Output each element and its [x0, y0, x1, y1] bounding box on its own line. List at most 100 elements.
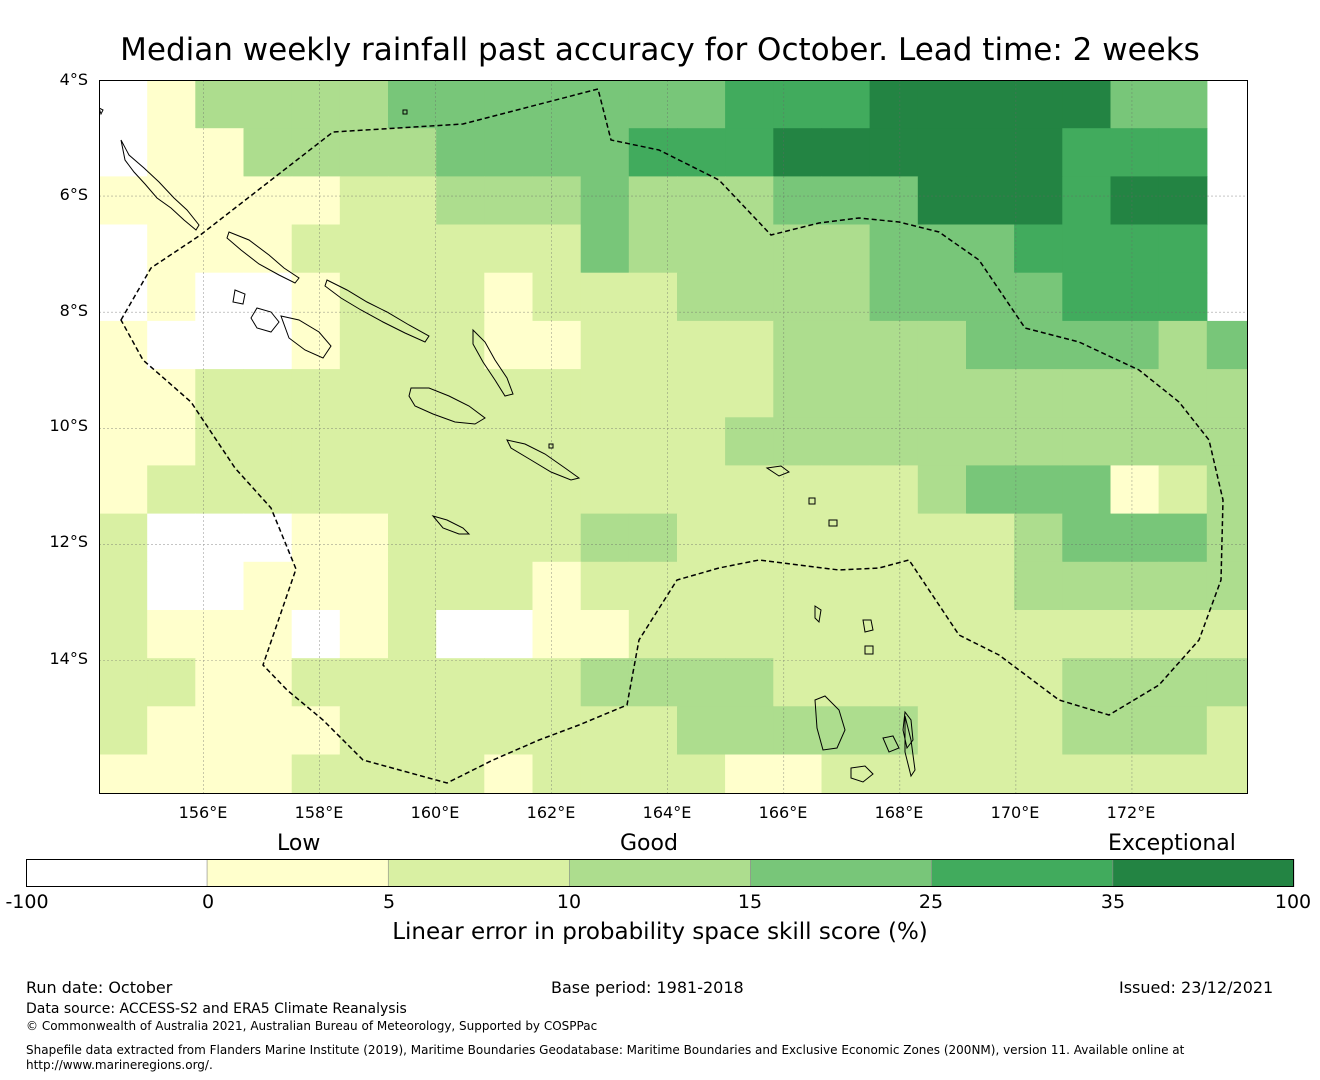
grid-cell: [917, 658, 967, 707]
coastline-maewo: [902, 710, 914, 750]
grid-cell: [966, 176, 1015, 226]
grid-cell: [628, 706, 678, 756]
grid-cell: [869, 561, 919, 611]
grid-cell: [99, 706, 148, 756]
grid-cell: [1014, 561, 1063, 611]
grid-cell: [388, 176, 437, 226]
grid-cell: [195, 610, 245, 659]
grid-cell: [725, 272, 774, 322]
grid-cell: [243, 417, 293, 467]
grid-cell: [1062, 610, 1112, 659]
grid-cell: [195, 80, 245, 129]
lon-label-164e: 164°E: [642, 803, 692, 822]
grid-cell: [339, 80, 389, 129]
grid-cell: [291, 513, 341, 563]
lat-label-8s: 8°S: [59, 301, 88, 320]
base-period: Base period: 1981-2018: [551, 978, 744, 997]
grid-cell: [436, 224, 485, 274]
coastline-guadalcanal: [408, 387, 486, 425]
grid-cell: [484, 658, 534, 707]
grid-cell: [484, 224, 534, 274]
grid-cell: [388, 706, 437, 756]
grid-cell: [147, 754, 196, 794]
grid-cell: [677, 128, 726, 177]
grid-cell: [99, 513, 148, 563]
grid-cell: [725, 754, 774, 794]
grid-cell: [388, 561, 437, 611]
grid-cell: [532, 128, 582, 177]
grid-cell: [1158, 128, 1208, 177]
grid-cell: [532, 272, 582, 322]
coastline-small-1: [402, 109, 408, 115]
grid-cell: [339, 128, 389, 177]
coastline-banks: [862, 619, 874, 633]
grid-cell: [243, 128, 293, 177]
grid-cell: [677, 658, 726, 707]
grid-cell: [966, 417, 1015, 467]
grid-cell: [291, 224, 341, 274]
grid-cell: [773, 224, 823, 274]
run-date: Run date: October: [26, 978, 173, 997]
grid-cell: [1158, 513, 1208, 563]
grid-cell: [532, 610, 582, 659]
grid-cell: [291, 320, 341, 370]
colorbar-bin: [750, 859, 932, 887]
grid-cell: [773, 176, 823, 226]
grid-cell: [869, 224, 919, 274]
grid-cell: [966, 754, 1015, 794]
grid-cell: [1110, 465, 1160, 515]
grid-cell: [147, 465, 196, 515]
grid-cell: [291, 176, 341, 226]
grid-cell: [869, 465, 919, 515]
grid-cell: [725, 128, 774, 177]
lon-label-168e: 168°E: [874, 803, 924, 822]
grid-cell: [484, 128, 534, 177]
lon-label-166e: 166°E: [758, 803, 808, 822]
grid-cell: [1206, 513, 1248, 563]
category-low: Low: [277, 831, 321, 856]
grid-cell: [677, 272, 726, 322]
grid-cell: [917, 706, 967, 756]
grid-cell: [532, 176, 582, 226]
grid-cell: [677, 706, 726, 756]
grid-cell: [1158, 754, 1208, 794]
grid-cell: [677, 465, 726, 515]
shapefile-credit-line2: http://www.marineregions.org/.: [26, 1058, 213, 1072]
grid-cell: [532, 369, 582, 418]
category-exceptional: Exceptional: [1108, 831, 1236, 856]
coastline-vanikoro: [828, 519, 838, 527]
grid-cell: [1062, 369, 1112, 418]
grid-cell: [1014, 754, 1063, 794]
grid-cell: [147, 610, 196, 659]
grid-cell: [966, 465, 1015, 515]
grid-cell: [99, 320, 148, 370]
grid-cell: [484, 80, 534, 129]
grid-cell: [869, 417, 919, 467]
grid-cell: [1158, 272, 1208, 322]
grid-cell: [99, 224, 148, 274]
colorbar-title: Linear error in probability space skill …: [392, 919, 928, 945]
grid-cell: [195, 176, 245, 226]
grid-cell: [532, 513, 582, 563]
grid-cell: [1206, 369, 1248, 418]
grid-cell: [436, 706, 485, 756]
grid-cell: [917, 224, 967, 274]
grid-cell: [821, 369, 871, 418]
grid-cell: [1062, 754, 1112, 794]
coastline-small-2: [548, 443, 554, 449]
grid-cell: [195, 128, 245, 177]
grid-cell: [388, 272, 437, 322]
grid-cell: [99, 465, 148, 515]
coastline-espiritu-santo: [814, 695, 846, 751]
grid-cell: [1014, 272, 1063, 322]
coastline-rennell: [431, 515, 471, 535]
grid-cell: [1062, 224, 1112, 274]
grid-cell: [821, 80, 871, 129]
grid-cell: [580, 465, 630, 515]
grid-cell: [243, 224, 293, 274]
grid-cell: [195, 272, 245, 322]
grid-cell: [725, 513, 774, 563]
coastline-utupua: [808, 497, 816, 505]
grid-cell: [628, 754, 678, 794]
issued-date: Issued: 23/12/2021: [1119, 978, 1274, 997]
